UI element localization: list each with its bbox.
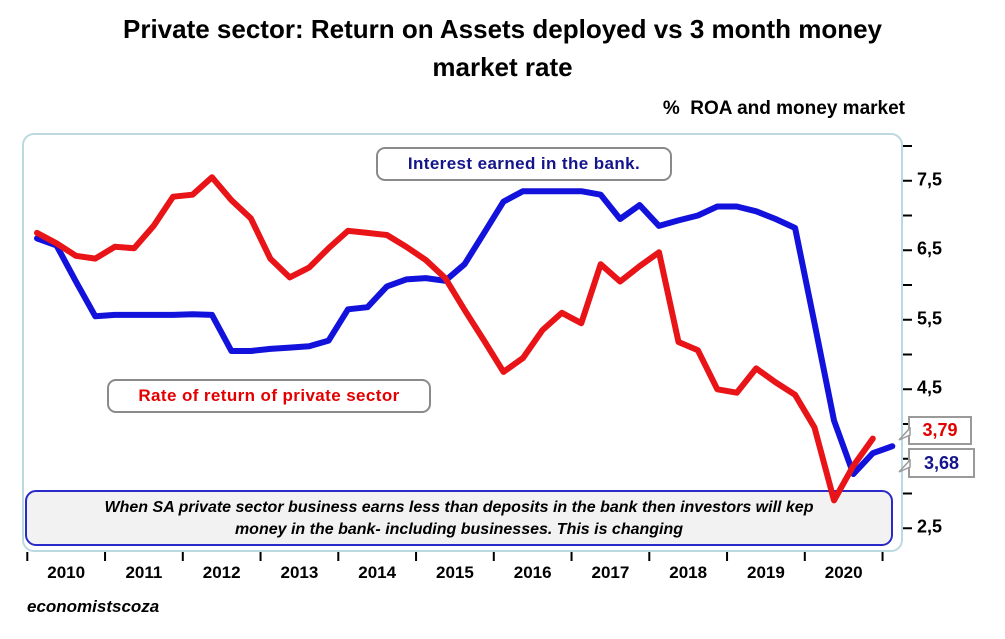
y-axis-tick-label: 2,5 [917,516,943,537]
red-series-label-box: Rate of return of private sector [107,379,431,413]
x-axis-tick-label: 2019 [747,563,785,582]
y-axis-tick-label: 5,5 [917,308,943,329]
blue-series-label-box: Interest earned in the bank. [376,147,672,181]
x-axis-tick-label: 2020 [824,563,863,582]
x-axis-tick-label: 2014 [358,563,397,582]
callout-last-value-blue: 3,68 [898,448,975,478]
x-axis-tick-label: 2012 [202,563,241,582]
x-axis-tick-label: 2010 [47,563,86,582]
x-axis-tick-label: 2015 [436,563,474,582]
x-axis-tick-label: 2016 [513,563,552,582]
chart-title: Private sector: Return on Assets deploye… [0,10,1005,86]
callout-pointer-icon [898,427,911,441]
callout-blue-value: 3,68 [923,452,960,473]
callout-pointer-icon [898,459,911,473]
chart-title-line2: market rate [432,52,573,82]
x-axis-tick-label: 2017 [591,563,630,582]
y-axis-tick-label: 7,5 [917,169,943,190]
x-axis-tick-label: 2018 [669,563,708,582]
x-axis-tick-label: 2011 [125,563,163,582]
y-axis-tick-label: 6,5 [917,238,943,259]
x-axis-tick-label: 2013 [280,563,319,582]
red-series-label: Rate of return of private sector [138,386,400,405]
y-axis-title: % ROA and money market [662,98,905,119]
annotation-note-line1: When SA private sector business earns le… [104,499,814,516]
blue-series-label: Interest earned in the bank. [407,154,641,173]
callout-red-value: 3,79 [922,420,958,440]
y-axis-tick-label: 4,5 [917,377,943,398]
chart-title-line1: Private sector: Return on Assets deploye… [122,14,882,44]
annotation-note-box: When SA private sector business earns le… [25,490,893,546]
annotation-note-line2: money in the bank- including businesses.… [234,521,684,538]
callout-last-value-red: 3,79 [898,416,972,445]
credit-watermark: economistscoza [27,597,160,616]
